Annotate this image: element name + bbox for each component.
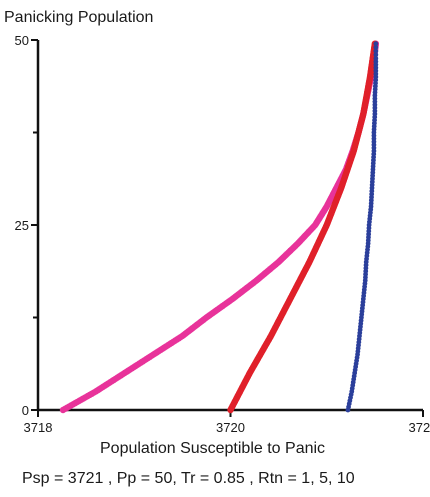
series-1	[59, 40, 380, 414]
series-2	[227, 40, 379, 414]
x-tick-label: 3720	[216, 420, 245, 435]
ticks: 3718 3720 3722 0 25 50	[15, 33, 430, 435]
data-point	[373, 56, 379, 61]
data-point	[373, 41, 379, 47]
y-tick-label: 0	[22, 403, 29, 418]
data-point	[373, 52, 379, 58]
series-layer	[59, 40, 380, 414]
data-point	[373, 48, 379, 54]
x-tick-label: 3718	[24, 420, 53, 435]
y-tick-label: 25	[15, 218, 29, 233]
x-tick-label: 3722	[409, 420, 430, 435]
x-axis-label: Population Susceptible to Panic	[100, 440, 326, 457]
series-3	[345, 41, 379, 413]
y-tick-label: 50	[15, 33, 29, 48]
y-axis-label: Panicking Population	[4, 9, 154, 26]
data-point	[373, 45, 379, 50]
parameter-caption: Psp = 3721 , Pp = 50, Tr = 0.85 , Rtn = …	[22, 470, 355, 487]
